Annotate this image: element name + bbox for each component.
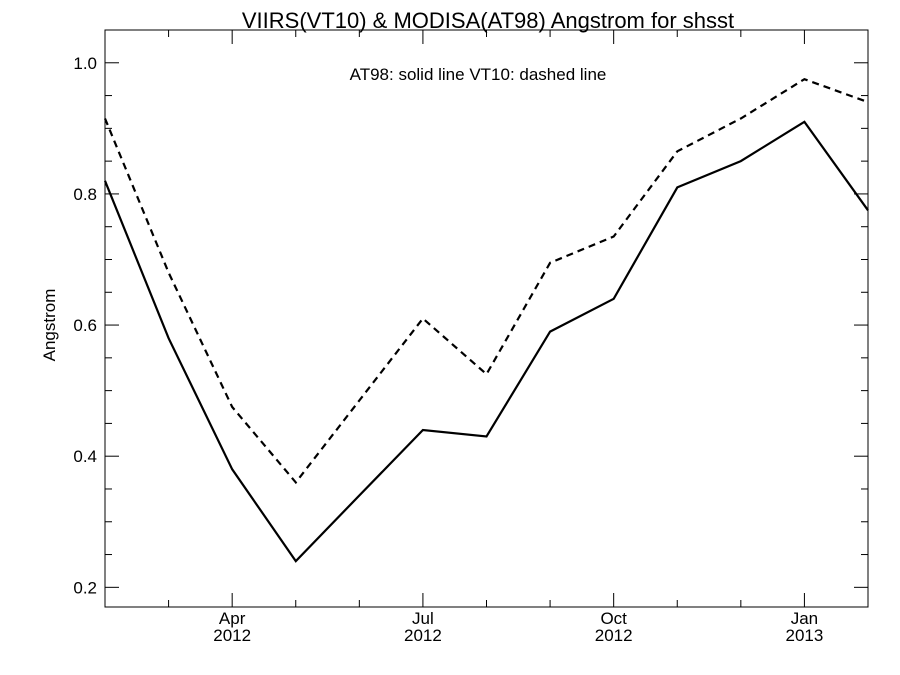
- legend-annotation: AT98: solid line VT10: dashed line: [350, 65, 607, 84]
- tick-labels: 0.20.40.60.81.0Apr2012Jul2012Oct2012Jan2…: [73, 54, 823, 645]
- y-tick-label: 1.0: [73, 54, 97, 73]
- x-tick-label-year: 2013: [786, 626, 824, 645]
- x-tick-label-month: Jul: [412, 609, 434, 628]
- series-line-vt10: [103, 77, 869, 485]
- y-tick-label: 0.4: [73, 447, 97, 466]
- x-tick-label-year: 2012: [595, 626, 633, 645]
- x-tick-label-month: Oct: [600, 609, 627, 628]
- y-tick-label: 0.8: [73, 185, 97, 204]
- y-tick-label: 0.2: [73, 578, 97, 597]
- plot-frame: [104, 29, 869, 608]
- x-tick-label-year: 2012: [213, 626, 251, 645]
- axis-ticks: [104, 29, 869, 607]
- x-tick-label-month: Apr: [219, 609, 246, 628]
- y-tick-label: 0.6: [73, 316, 97, 335]
- x-tick-label-year: 2012: [404, 626, 442, 645]
- chart-title: VIIRS(VT10) & MODISA(AT98) Angstrom for …: [242, 8, 734, 33]
- series-lines: [103, 77, 869, 563]
- y-axis-label: Angstrom: [40, 289, 59, 362]
- series-line-at98: [103, 120, 869, 563]
- x-tick-label-month: Jan: [791, 609, 818, 628]
